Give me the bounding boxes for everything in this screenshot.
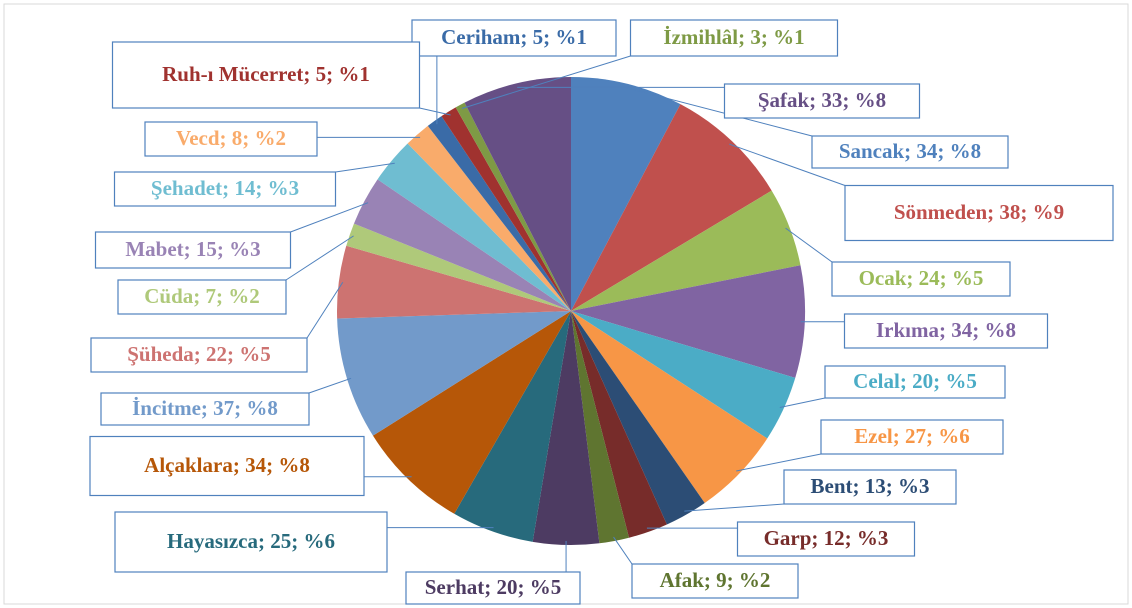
data-label: Hayasızca; 25; %6: [167, 529, 335, 553]
label-box: [783, 469, 957, 505]
label-box: [824, 365, 1006, 399]
pie-slice: [571, 311, 667, 538]
leader-line: [729, 143, 846, 186]
leader-line: [779, 397, 826, 408]
data-label: İncitme; 37; %8: [132, 396, 278, 420]
leader-line: [626, 87, 813, 137]
pie-slice: [571, 265, 805, 378]
pie-slice: [372, 311, 571, 514]
leader-line: [285, 235, 354, 281]
pie-slice: [377, 143, 571, 311]
data-label: Alçaklara; 34; %8: [144, 453, 310, 477]
data-label: İzmihlâl; 3; %1: [663, 25, 804, 49]
label-box: [736, 521, 916, 557]
leader-line: [419, 107, 451, 116]
label-box: [843, 313, 1049, 349]
leader-line: [335, 162, 395, 173]
label-box: [111, 41, 421, 109]
pie-slice: [571, 190, 801, 311]
pie-slice: [464, 77, 571, 311]
pie-slice: [454, 311, 571, 542]
label-box: [811, 135, 1009, 169]
leader-line: [290, 202, 369, 233]
data-label: Irkıma; 34; %8: [876, 318, 1016, 342]
data-label: Bent; 13; %3: [811, 474, 930, 498]
label-box: [100, 392, 310, 426]
data-label: Sancak; 34; %8: [839, 139, 981, 163]
leader-line: [736, 453, 822, 472]
pie-slice: [571, 311, 768, 504]
label-box: [144, 121, 318, 157]
pie-slice: [571, 311, 705, 525]
data-label: Mabet; 15; %3: [125, 237, 260, 261]
pie-slice: [353, 179, 571, 311]
pie-slice: [455, 102, 571, 312]
data-label: Celal; 20; %5: [853, 369, 977, 393]
pie-slice: [441, 107, 571, 311]
data-label: Ocak; 24; %5: [859, 266, 984, 290]
leader-line: [785, 227, 833, 263]
pie-slice: [532, 311, 600, 545]
data-label: Cüda; 7; %2: [144, 284, 260, 308]
label-box: [405, 571, 581, 605]
data-label: Afak; 9; %2: [660, 568, 771, 592]
label-box: [631, 563, 799, 599]
data-label: Şafak; 33; %8: [758, 88, 886, 112]
label-box: [90, 337, 308, 373]
data-label: Ceriham; 5; %1: [441, 25, 587, 49]
pie-slice: [571, 311, 629, 544]
data-label: Ruh-ı Mücerret; 5; %1: [162, 62, 370, 86]
data-label: Ezel; 27; %6: [854, 424, 969, 448]
label-box: [113, 171, 337, 207]
label-box: [629, 19, 839, 57]
data-label: Serhat; 20; %5: [425, 575, 561, 599]
data-label: Şehadet; 14; %3: [151, 176, 299, 200]
data-label: Şüheda; 22; %5: [127, 342, 271, 366]
pie-slice: [407, 125, 571, 311]
label-box: [820, 419, 1004, 455]
label-box: [844, 184, 1114, 242]
leader-line: [308, 377, 352, 394]
pie-slice: [346, 223, 571, 311]
label-box: [831, 261, 1011, 297]
pie-slice: [571, 77, 681, 311]
pie-slice: [571, 311, 796, 439]
label-box: [411, 19, 617, 57]
leader-line: [613, 536, 633, 565]
pie-slice: [571, 104, 772, 311]
leader-line: [684, 503, 785, 512]
pie-slice: [427, 116, 571, 311]
pie-slice: [337, 245, 571, 319]
label-box: [89, 435, 365, 497]
label-box: [723, 83, 921, 119]
data-label: Vecd; 8; %2: [176, 126, 286, 150]
leader-line: [306, 282, 344, 339]
data-label: Garp; 12; %3: [764, 526, 889, 550]
label-box: [114, 511, 388, 573]
leader-line: [461, 55, 631, 109]
label-box: [117, 279, 287, 315]
label-box: [94, 231, 292, 269]
data-label: Sönmeden; 38; %9: [894, 200, 1064, 224]
pie-slice: [337, 311, 571, 436]
